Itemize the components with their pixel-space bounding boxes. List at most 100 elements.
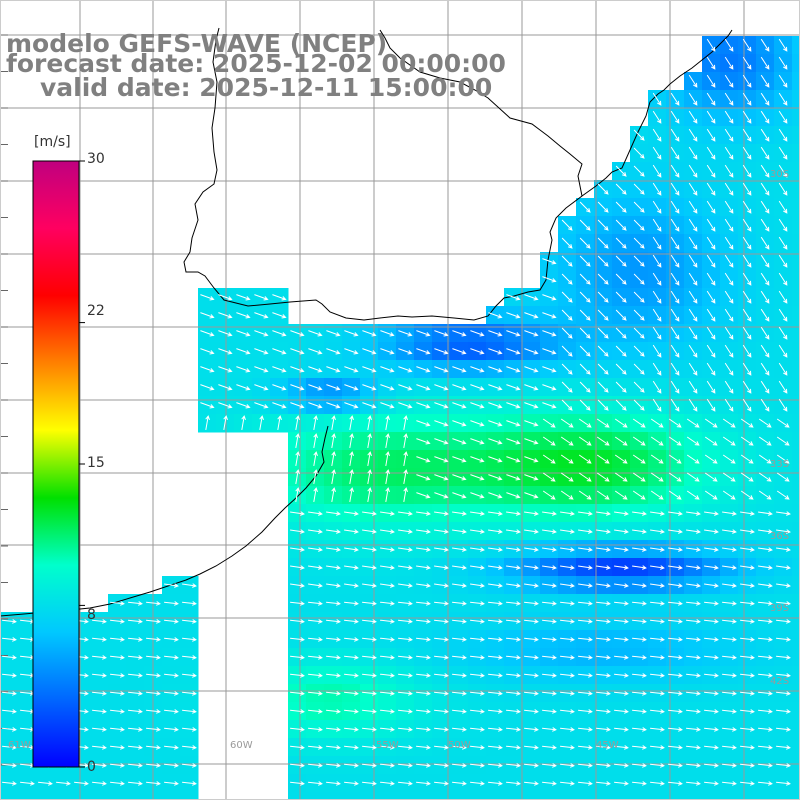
wind-arrow <box>506 745 521 750</box>
wind-arrow <box>561 237 573 249</box>
wind-arrow <box>670 110 680 124</box>
wind-arrow <box>182 691 197 696</box>
wind-arrow <box>670 218 680 232</box>
wind-arrow <box>164 601 179 606</box>
wind-arrow <box>470 709 485 714</box>
wind-arrow <box>632 490 646 500</box>
wind-arrow <box>254 384 269 391</box>
wind-arrow <box>688 308 698 322</box>
wind-arrow <box>614 583 629 588</box>
wind-arrow <box>380 348 395 355</box>
wind-arrow <box>704 511 719 516</box>
wind-arrow <box>416 547 431 552</box>
wind-arrow <box>362 619 377 624</box>
wind-arrow <box>452 655 467 660</box>
wind-arrow <box>308 402 323 409</box>
wind-arrow <box>742 38 752 52</box>
wind-arrow <box>290 511 305 516</box>
wind-arrow <box>758 763 773 768</box>
wind-arrow <box>596 583 611 588</box>
wind-arrow <box>688 128 698 142</box>
wind-arrow <box>524 438 539 445</box>
wind-arrow <box>542 402 557 409</box>
wind-arrow <box>579 327 591 339</box>
wind-arrow <box>650 637 665 642</box>
wind-arrow <box>722 436 736 446</box>
wind-arrow <box>380 727 395 732</box>
wind-arrow <box>470 348 485 355</box>
wind-arrow <box>722 472 736 482</box>
wind-arrow <box>704 655 719 660</box>
wind-arrow <box>596 673 611 678</box>
wind-arrow <box>758 655 773 660</box>
wind-arrow <box>218 330 233 337</box>
wind-arrow <box>290 529 305 534</box>
wind-arrow <box>308 673 323 678</box>
wind-arrow <box>344 583 359 588</box>
wind-arrow <box>326 601 341 606</box>
wind-arrow <box>632 529 647 534</box>
wind-arrow <box>688 218 698 232</box>
wind-arrow <box>326 348 341 355</box>
wind-arrow <box>776 763 791 768</box>
wind-arrow <box>254 366 269 373</box>
wind-arrow <box>740 583 755 588</box>
wind-arrow <box>362 709 377 714</box>
wind-arrow <box>778 110 788 124</box>
wind-arrow <box>434 511 449 516</box>
lon-label-50w: 50W <box>448 740 471 751</box>
wind-arrow <box>164 727 179 732</box>
wind-arrow <box>578 781 593 786</box>
speed-cell <box>666 792 685 800</box>
wind-arrow <box>344 709 359 714</box>
wind-arrow <box>416 727 431 732</box>
wind-arrow <box>164 745 179 750</box>
wind-arrow <box>652 308 662 322</box>
wind-arrow <box>758 418 772 428</box>
speed-cell <box>792 486 800 505</box>
wind-arrow <box>488 420 503 427</box>
speed-cell <box>792 756 800 775</box>
wind-arrow <box>740 781 755 786</box>
wind-arrow <box>561 291 573 303</box>
wind-arrow <box>313 433 318 448</box>
wind-arrow <box>742 200 752 214</box>
wind-arrow <box>704 547 719 552</box>
wind-arrow <box>349 469 354 484</box>
wind-arrow <box>524 565 539 570</box>
wind-arrow <box>416 709 431 714</box>
speed-cell <box>72 792 91 800</box>
wind-arrow <box>488 727 503 732</box>
wind-arrow <box>706 272 716 286</box>
wind-arrow <box>380 691 395 696</box>
wind-arrow <box>326 673 341 678</box>
wind-arrow <box>722 673 737 678</box>
wind-arrow <box>560 763 575 768</box>
wind-arrow <box>488 565 503 570</box>
colorbar-units: [m/s] <box>34 134 71 150</box>
wind-arrow <box>236 402 251 409</box>
wind-arrow <box>308 366 323 373</box>
wind-arrow <box>290 565 305 570</box>
wind-arrow <box>182 619 197 624</box>
wind-arrow <box>670 200 680 214</box>
wind-arrow <box>164 583 179 588</box>
wind-arrow <box>290 583 305 588</box>
wind-arrow <box>688 74 698 88</box>
wind-arrow <box>92 637 107 642</box>
wind-arrow <box>2 709 17 714</box>
wind-arrow <box>560 511 575 516</box>
wind-arrow <box>560 583 575 588</box>
wind-arrow <box>632 454 646 464</box>
wind-arrow <box>488 438 503 445</box>
wind-arrow <box>110 673 125 678</box>
speed-cell <box>324 792 343 800</box>
wind-arrow <box>236 348 251 355</box>
wind-arrow <box>488 601 503 606</box>
wind-arrow <box>633 309 645 321</box>
wind-arrow <box>92 655 107 660</box>
speed-cell <box>414 792 433 800</box>
wind-arrow <box>434 637 449 642</box>
speed-cell <box>792 666 800 685</box>
wind-arrow <box>688 146 698 160</box>
